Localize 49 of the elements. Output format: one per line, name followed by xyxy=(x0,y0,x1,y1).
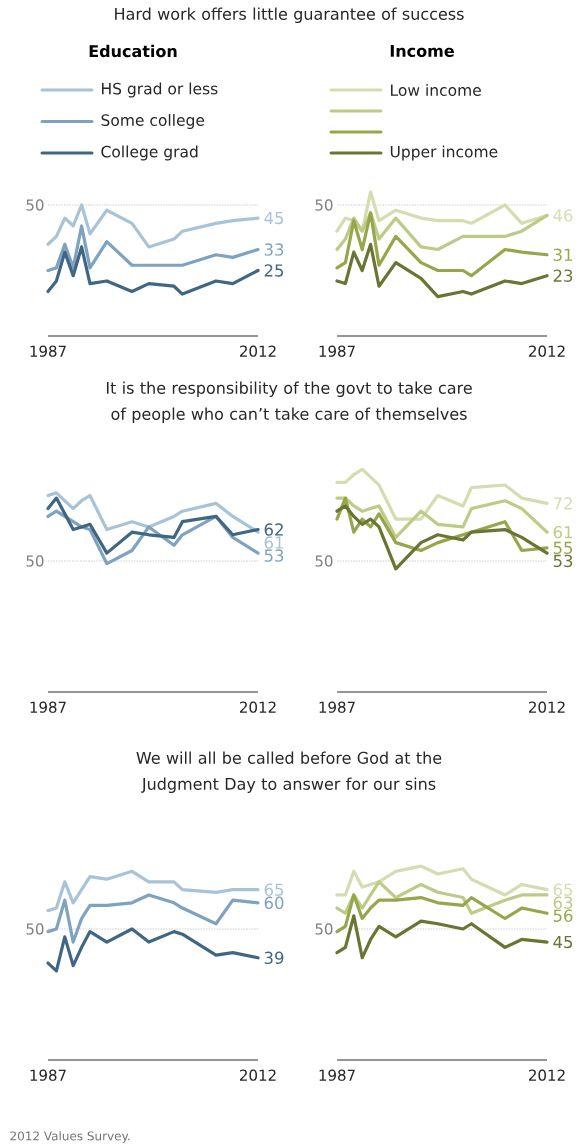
data-label: 31 xyxy=(553,248,572,262)
data-label: 72 xyxy=(553,497,572,510)
x-tick-label: 2012 xyxy=(240,1069,276,1081)
x-tick-label: 1987 xyxy=(30,345,66,357)
text: 2012 Values Survey. xyxy=(10,1131,130,1143)
x-tick-label: 1987 xyxy=(30,1069,66,1081)
data-label: 60 xyxy=(264,896,284,910)
data-label: 23 xyxy=(553,269,573,282)
ref-line-label: 50 xyxy=(26,199,44,211)
data-label: 45 xyxy=(553,935,573,949)
legend-title: Income xyxy=(390,45,454,57)
legend-label: HS grad or less xyxy=(102,82,218,98)
data-label: 45 xyxy=(264,211,284,225)
data-label: 25 xyxy=(264,264,284,277)
x-tick-label: 1987 xyxy=(30,701,66,713)
x-tick-label: 2012 xyxy=(529,701,565,713)
legend-title: Education xyxy=(89,44,177,58)
data-label: 46 xyxy=(553,209,573,222)
data-label: 33 xyxy=(264,243,284,256)
x-tick-label: 1987 xyxy=(319,1069,355,1081)
x-tick-label: 1987 xyxy=(319,345,355,357)
data-label: 53 xyxy=(553,554,573,568)
ref-line-label: 50 xyxy=(315,923,333,935)
x-tick-label: 1987 xyxy=(319,701,355,713)
x-tick-label: 2012 xyxy=(240,701,276,713)
legend-label: Upper income xyxy=(390,145,498,161)
chart-title: It is the responsibility of the govt to take care of people who can’t take care of themselves xyxy=(106,381,472,423)
data-label: 62 xyxy=(264,523,283,536)
data-label: 63 xyxy=(553,896,573,909)
ref-line-label: 50 xyxy=(26,555,44,567)
ref-line-label: 50 xyxy=(26,923,44,935)
x-tick-label: 2012 xyxy=(240,345,276,357)
data-label: 53 xyxy=(264,549,284,562)
legend-label: Low income xyxy=(391,84,481,96)
data-label: 55 xyxy=(553,541,573,555)
ref-line-label: 50 xyxy=(315,555,333,567)
chart-title: Hard work offers little guarantee of success xyxy=(115,7,464,23)
data-label: 39 xyxy=(264,951,284,965)
x-tick-label: 2012 xyxy=(529,1069,565,1081)
ref-line-label: 50 xyxy=(315,199,333,211)
data-label: 61 xyxy=(264,536,283,549)
legend-label: Some college xyxy=(101,113,205,129)
data-label: 65 xyxy=(264,883,284,896)
chart-title: We will all be called before God at the Judgment Day to answer for our sins xyxy=(136,751,442,793)
legend-label: College grad xyxy=(101,145,198,161)
data-label: 56 xyxy=(553,909,573,922)
data-label: 61 xyxy=(553,525,572,539)
x-tick-label: 2012 xyxy=(529,345,565,357)
data-label: 65 xyxy=(553,883,573,896)
